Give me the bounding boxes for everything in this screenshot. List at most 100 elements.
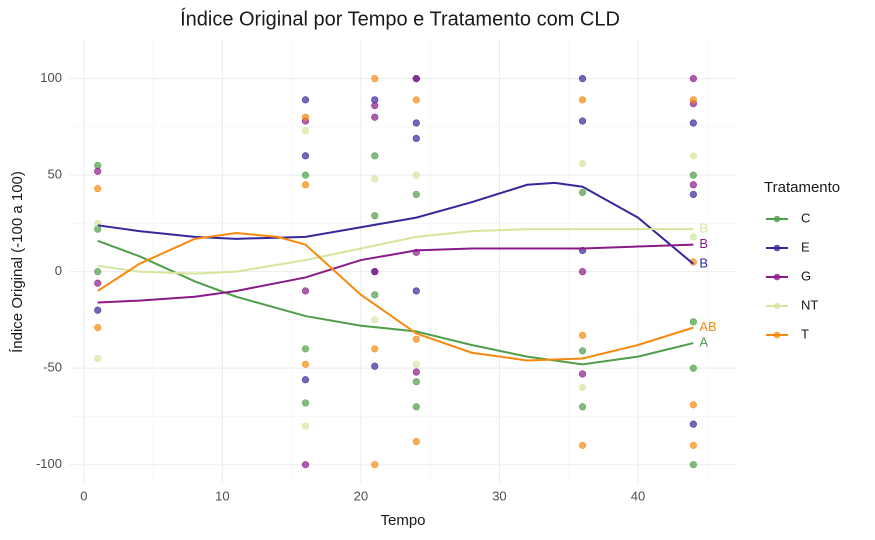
cld-label: B	[699, 236, 708, 251]
data-point	[371, 113, 379, 121]
data-point	[301, 96, 310, 104]
data-point	[412, 171, 420, 179]
data-point	[578, 188, 587, 197]
data-point	[301, 345, 310, 353]
data-point	[412, 75, 420, 83]
data-point	[301, 376, 310, 384]
data-point	[301, 399, 310, 407]
data-point	[412, 134, 420, 143]
data-point	[689, 233, 697, 241]
data-point	[371, 212, 379, 220]
data-point	[301, 360, 310, 368]
y-tick-label: 0	[55, 263, 62, 278]
data-point	[578, 383, 587, 392]
data-point	[301, 461, 310, 469]
legend-label: NT	[801, 297, 818, 312]
smooth-line	[97, 232, 694, 362]
data-point	[689, 318, 697, 326]
chart-title: Índice Original por Tempo e Tratamento c…	[180, 7, 620, 30]
smooth-line	[97, 239, 694, 366]
data-point	[578, 331, 587, 339]
x-axis-label: Tempo	[380, 512, 425, 529]
x-tick-label: 40	[631, 488, 645, 503]
cld-label: AB	[699, 319, 716, 334]
data-point	[689, 441, 697, 449]
data-point	[578, 159, 587, 168]
data-point	[412, 368, 420, 376]
cld-label: B	[699, 221, 708, 236]
data-point	[94, 279, 102, 287]
data-point	[371, 291, 379, 299]
legend-label: T	[801, 326, 809, 341]
data-point	[371, 461, 379, 469]
data-point	[578, 75, 587, 83]
data-point	[412, 119, 420, 127]
data-point	[412, 360, 420, 368]
data-point	[94, 185, 102, 193]
data-point	[578, 347, 587, 355]
smooth-line	[97, 228, 694, 275]
data-point	[689, 364, 697, 372]
data-point	[301, 422, 310, 430]
data-point	[301, 181, 310, 189]
data-point	[371, 75, 379, 83]
cld-label: B	[699, 255, 708, 270]
data-point	[689, 401, 697, 409]
data-point	[412, 96, 420, 104]
data-point	[578, 441, 587, 449]
data-point	[578, 268, 587, 276]
data-point	[371, 362, 379, 370]
y-axis-label: Índice Original (-100 a 100)	[9, 171, 26, 353]
y-tick-label: 50	[48, 167, 62, 182]
data-point	[689, 96, 697, 104]
data-point	[371, 152, 379, 160]
data-point	[578, 96, 587, 104]
data-point	[301, 171, 310, 179]
data-point	[412, 335, 420, 343]
data-point	[578, 117, 587, 125]
x-tick-label: 20	[354, 488, 368, 503]
data-point	[689, 190, 697, 199]
data-point	[301, 113, 310, 121]
legend-swatch-point	[773, 331, 781, 339]
data-point	[94, 354, 102, 363]
data-point	[371, 268, 379, 276]
x-tick-label: 30	[492, 488, 506, 503]
data-point	[412, 378, 420, 386]
y-tick-label: 100	[40, 70, 62, 85]
y-tick-label: -50	[43, 360, 62, 375]
data-point	[578, 403, 587, 411]
legend-label: C	[801, 210, 810, 225]
legend-swatch-point	[773, 215, 781, 223]
data-point	[371, 345, 379, 353]
y-tick-label: -100	[36, 456, 62, 471]
data-point	[689, 181, 697, 189]
data-point	[371, 316, 379, 324]
data-point	[689, 420, 697, 428]
legend-label: G	[801, 268, 811, 283]
data-point	[301, 152, 310, 160]
legend-swatch-point	[773, 244, 781, 252]
data-point	[689, 171, 697, 179]
data-point	[94, 268, 102, 276]
data-point	[371, 175, 379, 183]
data-point	[689, 152, 697, 160]
data-point	[94, 306, 102, 314]
data-point	[412, 403, 420, 411]
data-point	[412, 437, 420, 446]
x-tick-label: 0	[80, 488, 87, 503]
cld-label: A	[699, 335, 708, 350]
smooth-line	[97, 243, 694, 304]
data-point	[94, 167, 102, 175]
data-point	[689, 119, 697, 127]
legend-label: E	[801, 239, 810, 254]
data-point	[94, 324, 102, 332]
data-point	[689, 75, 697, 83]
x-tick-label: 10	[215, 488, 229, 503]
data-point	[301, 287, 310, 295]
data-point	[689, 461, 697, 469]
legend-swatch-point	[773, 302, 781, 310]
data-point	[301, 127, 310, 135]
legend-swatch-point	[773, 273, 781, 281]
